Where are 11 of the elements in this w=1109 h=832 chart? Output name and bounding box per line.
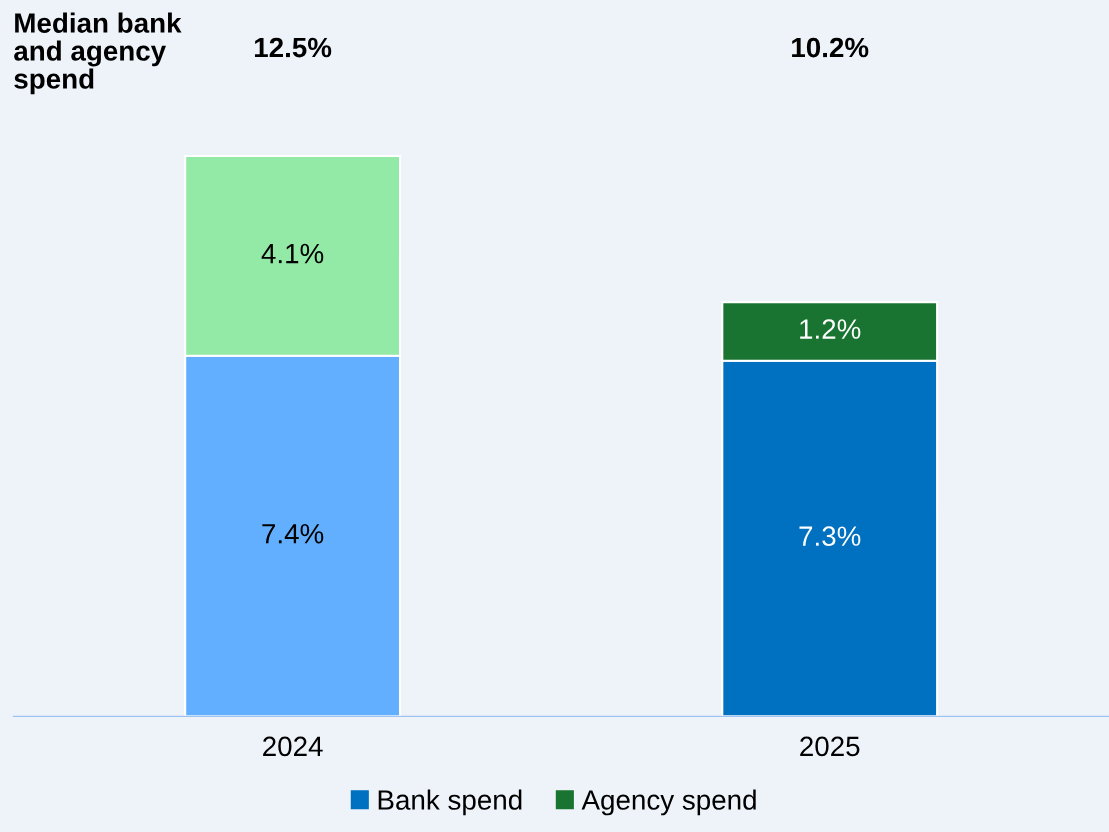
data-label: 1.2% [800, 319, 861, 339]
data-label: 7.3% [799, 526, 861, 546]
data-label: 4.1% [261, 243, 324, 264]
data-label: 7.4% [262, 524, 324, 544]
legend-label: Bank spend [378, 789, 522, 816]
chart-title: Median bank and agency spend [14, 12, 182, 95]
text: 12.5% [254, 37, 332, 58]
x-tick-label: 2024 [263, 736, 323, 757]
text: 10.2% [792, 37, 869, 58]
x-tick-label: 2025 [800, 736, 860, 757]
legend-label: Agency spend [581, 789, 756, 816]
